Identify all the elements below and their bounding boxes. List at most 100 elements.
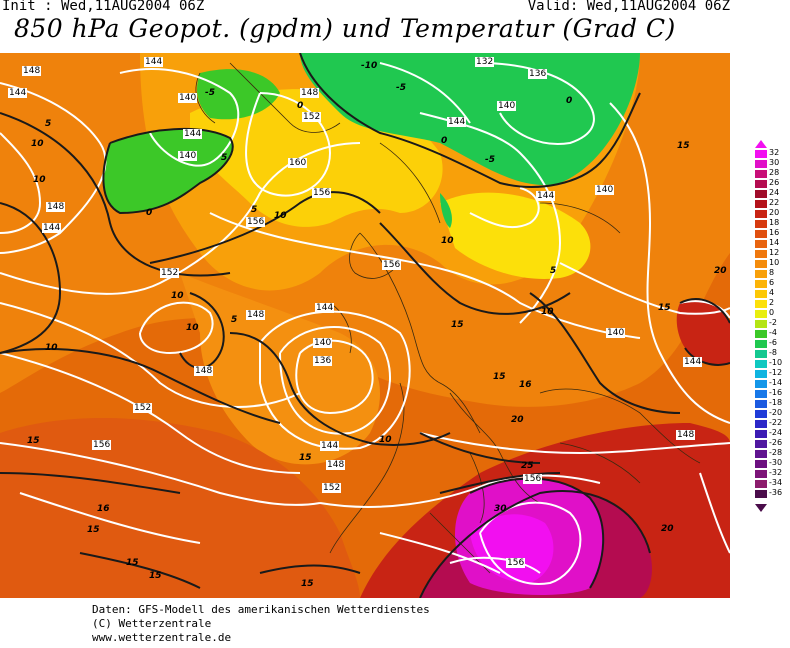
field-magenta-core xyxy=(470,514,554,583)
legend-value: 26 xyxy=(769,178,780,187)
temperature-label: 0 xyxy=(297,101,304,111)
temperature-label: 10 xyxy=(274,211,287,221)
legend-swatch xyxy=(755,200,767,208)
legend-value: 6 xyxy=(769,278,775,287)
coastlines xyxy=(195,62,701,574)
legend-value: 4 xyxy=(769,288,775,297)
temperature-label: 5 xyxy=(221,153,228,163)
legend-swatch xyxy=(755,300,767,308)
temperature-label: 16 xyxy=(519,380,532,390)
geopotential-label: 144 xyxy=(447,117,467,127)
legend-swatch xyxy=(755,350,767,358)
init-time: Init : Wed,11AUG2004 06Z xyxy=(2,0,205,14)
geopotential-label: 144 xyxy=(683,357,703,367)
valid-time: Valid: Wed,11AUG2004 06Z xyxy=(527,0,730,14)
temperature-label: 10 xyxy=(541,307,554,317)
geopotential-label: 144 xyxy=(42,223,62,233)
legend-swatch xyxy=(755,390,767,398)
geopotential-label: 144 xyxy=(8,88,28,98)
temperature-label: 10 xyxy=(186,323,199,333)
temperature-label: 5 xyxy=(45,119,52,129)
legend-swatch xyxy=(755,250,767,258)
legend-swatch xyxy=(755,280,767,288)
footer: Daten: GFS-Modell des amerikanischen Wet… xyxy=(92,603,430,645)
legend-value: -10 xyxy=(769,358,783,367)
legend-value: -30 xyxy=(769,458,783,467)
legend-swatch xyxy=(755,170,767,178)
temperature-label: 0 xyxy=(146,208,153,218)
legend-value: 30 xyxy=(769,158,780,167)
legend-value: -2 xyxy=(769,318,777,327)
temperature-label: -5 xyxy=(485,155,495,165)
legend-swatch xyxy=(755,240,767,248)
legend-swatch xyxy=(755,420,767,428)
field-green-west xyxy=(103,128,233,213)
legend-value: -32 xyxy=(769,468,783,477)
temperature-label: 10 xyxy=(171,291,184,301)
geopotential-label: 152 xyxy=(302,112,322,122)
temperature-label: -5 xyxy=(396,83,406,93)
field-southwest xyxy=(0,418,360,598)
legend-value: -20 xyxy=(769,408,783,417)
legend-value: 12 xyxy=(769,248,780,257)
legend-swatch xyxy=(755,400,767,408)
geopotential-label: 156 xyxy=(312,188,332,198)
weather-map: 148 144 140 144 140 144 148 152 160 156 … xyxy=(0,53,730,598)
legend-swatch xyxy=(755,290,767,298)
temperature-label: 15 xyxy=(299,453,312,463)
geopotential-label: 140 xyxy=(178,151,198,161)
geopotential-label: 156 xyxy=(506,558,526,568)
geopotential-label: 144 xyxy=(183,129,203,139)
temperature-label: 30 xyxy=(494,504,507,514)
temperature-label: 10 xyxy=(379,435,392,445)
legend-swatch xyxy=(755,160,767,168)
legend-value: 22 xyxy=(769,198,780,207)
geopotential-label: 156 xyxy=(523,474,543,484)
legend-swatch xyxy=(755,210,767,218)
geopotential-label: 148 xyxy=(46,202,66,212)
geopotential-label: 140 xyxy=(595,185,615,195)
temperature-label: 15 xyxy=(301,579,314,589)
legend-value: -24 xyxy=(769,428,783,437)
geopotential-label: 140 xyxy=(497,101,517,111)
legend-swatch xyxy=(755,460,767,468)
temperature-label: 0 xyxy=(566,96,573,106)
temperature-label: 15 xyxy=(126,558,139,568)
legend-swatch xyxy=(755,360,767,368)
geopotential-label: 136 xyxy=(528,69,548,79)
legend-swatch xyxy=(755,310,767,318)
legend-swatch xyxy=(755,220,767,228)
field-east-red xyxy=(676,299,730,365)
legend-value: -6 xyxy=(769,338,777,347)
field-green-north xyxy=(300,53,640,185)
field-green-baltic xyxy=(440,193,452,228)
footer-copyright: (C) Wetterzentrale xyxy=(92,617,212,630)
legend-value: -18 xyxy=(769,398,783,407)
geopotential-label: 144 xyxy=(320,441,340,451)
temperature-label: -5 xyxy=(205,88,215,98)
map-title: 850 hPa Geopot. (gpdm) und Temperatur (G… xyxy=(14,14,676,43)
temperature-label: 5 xyxy=(251,205,258,215)
legend-arrow-top xyxy=(755,140,767,148)
legend-swatch xyxy=(755,450,767,458)
geopotential-label: 148 xyxy=(246,310,266,320)
legend-value: -14 xyxy=(769,378,783,387)
legend-value: -22 xyxy=(769,418,783,427)
legend-swatch xyxy=(755,440,767,448)
temperature-label: 5 xyxy=(550,266,557,276)
legend-value: -26 xyxy=(769,438,783,447)
legend-swatch xyxy=(755,190,767,198)
legend-value: 14 xyxy=(769,238,780,247)
legend-swatch xyxy=(755,260,767,268)
legend-swatch xyxy=(755,230,767,238)
geopotential-label: 148 xyxy=(676,430,696,440)
geopotential-label: 136 xyxy=(313,356,333,366)
legend-swatch xyxy=(755,430,767,438)
legend-swatch xyxy=(755,480,767,488)
geopotential-label: 132 xyxy=(475,57,495,67)
temperature-label: 10 xyxy=(441,236,454,246)
geopotential-label: 140 xyxy=(313,338,333,348)
color-legend: 32 30 28 26 24 22 20 18 16 14 12 10 8 6 4 2 0 -2 -4 -6 -8 -10… xyxy=(752,140,790,512)
legend-value: 16 xyxy=(769,228,780,237)
temperature-label: 15 xyxy=(27,436,40,446)
